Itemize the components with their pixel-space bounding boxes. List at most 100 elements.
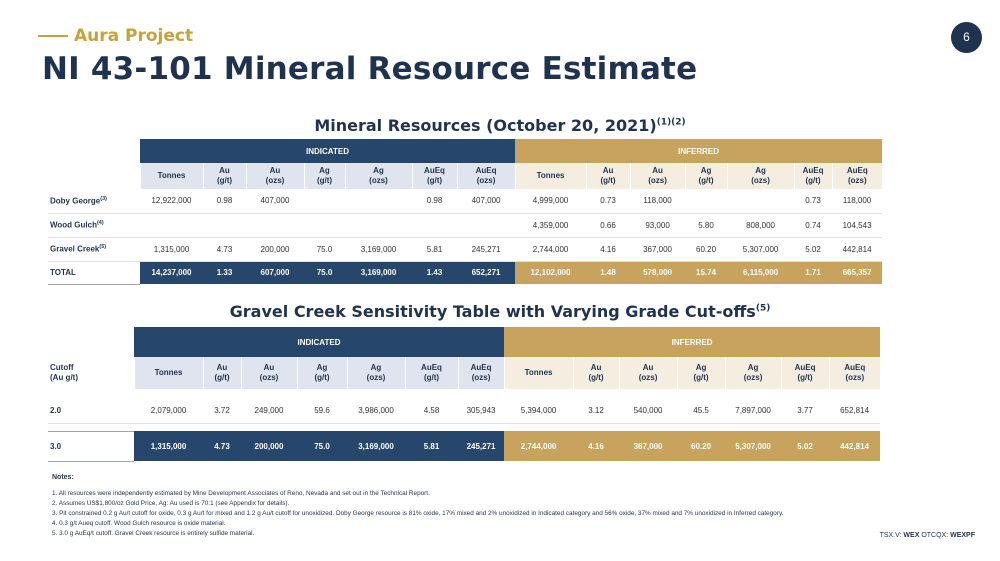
cell-inferred: 6,115,000 <box>727 261 795 284</box>
column-header-ind-aueq-ozs: AuEq (ozs) <box>457 357 505 389</box>
cell-indicated: 200,000 <box>246 237 304 262</box>
column-header-ind-ag-gt: Ag (g/t) <box>303 163 345 189</box>
cell-inferred: 5.02 <box>794 237 833 262</box>
cell-inferred: 808,000 <box>727 213 795 238</box>
cell-inferred: 442,814 <box>829 431 881 461</box>
cell-indicated: 407,000 <box>457 189 516 214</box>
table2-title: Gravel Creek Sensitivity Table with Vary… <box>229 302 771 321</box>
cell-inferred: 118,000 <box>832 189 883 214</box>
column-header-ind-au-gt: Au (g/t) <box>202 163 246 189</box>
cell-inferred: 118,000 <box>630 189 686 214</box>
column-header-inf-ag-gt: Ag (g/t) <box>676 357 726 389</box>
row-label: 2.0 <box>48 399 134 424</box>
cell-indicated <box>203 213 246 238</box>
group-indicated-header: INDICATED <box>134 327 505 357</box>
cell-indicated: 4.58 <box>405 399 458 424</box>
notes-heading: Notes: <box>52 474 74 481</box>
row-label: Gravel Creek(5) <box>48 237 140 262</box>
row-header-empty <box>48 163 140 189</box>
group-indicated-header: INDICATED <box>140 139 516 163</box>
note-item: 1. All resources were independently esti… <box>52 490 430 497</box>
cell-inferred: 665,357 <box>832 261 883 284</box>
note-item: 3. Pit constrained 0.2 g Au/t cutoff for… <box>52 510 784 517</box>
row-label-footnote: (5) <box>99 244 107 251</box>
cell-inferred: 0.73 <box>586 189 631 214</box>
cell-inferred: 15.74 <box>685 261 728 284</box>
brand-accent-line <box>38 35 68 37</box>
sensitivity-table: INDICATED INFERRED Cutoff (Au g/t) Tonnes Au(… <box>48 327 881 462</box>
table-row: Doby George(3) 12,922,000 0.98 407,000 0.98 4… <box>48 189 883 214</box>
spacer-cell <box>48 389 880 399</box>
column-header-inf-tonnes: Tonnes <box>514 163 587 189</box>
cell-inferred: 4.16 <box>573 431 620 461</box>
cell-inferred: 3.77 <box>781 399 830 424</box>
cell-inferred: 367,000 <box>619 431 678 461</box>
corner-cell <box>48 327 134 357</box>
cell-inferred: 12,102,000 <box>515 261 587 284</box>
cell-indicated: 245,271 <box>457 237 516 262</box>
cell-indicated: 652,271 <box>457 261 516 284</box>
column-header-inf-ag-ozs: Ag (ozs) <box>724 357 782 389</box>
column-header-ind-tonnes: Tonnes <box>139 163 203 189</box>
cell-inferred: 0.73 <box>794 189 833 214</box>
cell-indicated: 1,315,000 <box>134 431 203 461</box>
row-label-footnote: (4) <box>96 220 104 227</box>
cell-indicated <box>304 213 345 238</box>
cell-inferred: 60.20 <box>677 431 726 461</box>
cell-inferred: 5,307,000 <box>725 431 782 461</box>
column-header-inf-ag-gt: Ag (g/t) <box>684 163 728 189</box>
total-row: TOTAL 14,237,000 1.33 607,000 75.0 3,169,000 1… <box>48 260 883 285</box>
cell-indicated: 407,000 <box>246 189 304 214</box>
cell-indicated <box>140 213 203 238</box>
column-header-inf-au-gt: Au (g/t) <box>572 357 620 389</box>
row-label: TOTAL <box>48 260 140 285</box>
column-header-ind-ag-ozs: Ag (ozs) <box>344 163 412 189</box>
cell-inferred: 5,394,000 <box>504 399 574 424</box>
cell-indicated: 3,169,000 <box>345 261 412 284</box>
column-header-inf-au-gt: Au (g/t) <box>585 163 631 189</box>
cell-inferred: 1.48 <box>586 261 631 284</box>
column-header-ind-au-ozs: Au (ozs) <box>240 357 297 389</box>
cell-inferred: 442,814 <box>832 237 883 262</box>
column-header-inf-ag-ozs: Ag (ozs) <box>726 163 795 189</box>
table-row: Wood Gulch(4) 4,359,000 0.66 93,000 5.80 808,… <box>48 213 883 238</box>
row-label: Doby George(3) <box>48 189 140 214</box>
column-header-inf-aueq-gt: AuEq (g/t) <box>793 163 833 189</box>
cell-indicated: 3,169,000 <box>345 237 412 262</box>
cell-indicated: 3,986,000 <box>347 399 405 424</box>
cell-indicated: 1.33 <box>203 261 246 284</box>
cell-inferred: 5,307,000 <box>727 237 795 262</box>
note-item: 2. Assumes US$1,800/oz Gold Price, Ag: A… <box>52 500 290 507</box>
row-label: 3.0 <box>48 430 134 462</box>
cell-indicated: 0.98 <box>412 189 457 214</box>
column-header-ind-ag-gt: Ag (g/t) <box>296 357 347 389</box>
mineral-resources-table: INDICATED INFERRED Tonnes Au (g/t) Au (ozs) Ag(… <box>48 139 883 285</box>
column-header-inf-aueq-gt: AuEq (g/t) <box>780 357 830 389</box>
cell-indicated <box>345 213 412 238</box>
cell-indicated: 3,169,000 <box>347 431 405 461</box>
cell-indicated: 75.0 <box>297 431 347 461</box>
table-row: Gravel Creek(5) 1,315,000 4.73 200,000 75.0 3… <box>48 237 883 262</box>
group-inferred-header: INFERRED <box>515 139 883 163</box>
cell-inferred: 5.02 <box>781 431 830 461</box>
column-header-inf-au-ozs: Au (ozs) <box>629 163 686 189</box>
cell-inferred <box>727 189 795 214</box>
cell-inferred: 4,999,000 <box>515 189 587 214</box>
cell-inferred: 1.71 <box>794 261 833 284</box>
cell-indicated: 4.73 <box>203 237 246 262</box>
cell-inferred: 4,359,000 <box>515 213 587 238</box>
cell-inferred: 60.20 <box>685 237 728 262</box>
cell-inferred: 104,543 <box>832 213 883 238</box>
column-header-ind-au-gt: Au (g/t) <box>202 357 241 389</box>
cell-indicated: 5.81 <box>405 431 458 461</box>
column-header-ind-aueq-ozs: AuEq (ozs) <box>456 163 516 189</box>
cell-indicated: 607,000 <box>246 261 304 284</box>
cell-inferred: 2,744,000 <box>504 431 574 461</box>
note-item: 4. 0.3 g/t Aueq cutoff. Wood Gulch resou… <box>52 520 226 527</box>
cell-indicated: 2,079,000 <box>134 399 203 424</box>
cell-indicated: 305,943 <box>458 399 505 424</box>
column-header-ind-aueq-gt: AuEq (g/t) <box>411 163 457 189</box>
column-header-inf-aueq-ozs: AuEq (ozs) <box>831 163 883 189</box>
table1-title: Mineral Resources (October 20, 2021)(1)(… <box>314 116 686 135</box>
cutoff-header: Cutoff (Au g/t) <box>50 363 78 382</box>
